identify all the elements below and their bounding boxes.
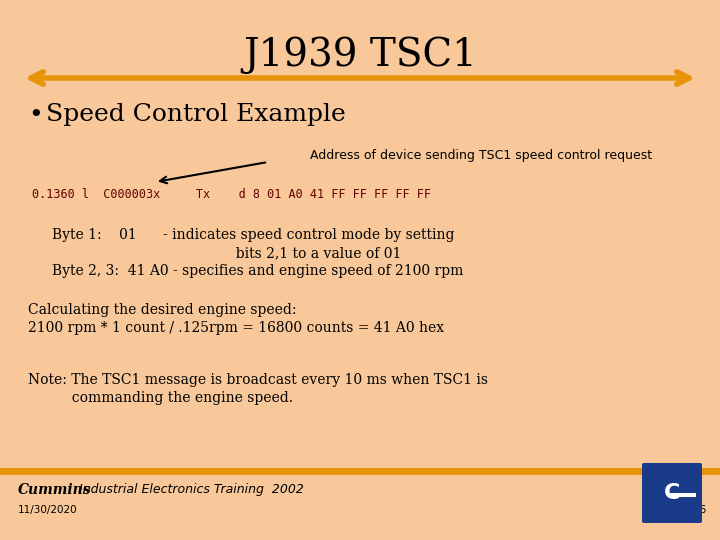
Text: J1939 TSC1: J1939 TSC1 [243,36,477,74]
Text: Byte 1:    01      - indicates speed control mode by setting: Byte 1: 01 - indicates speed control mod… [52,228,454,242]
Text: commanding the engine speed.: commanding the engine speed. [28,391,293,405]
Text: Byte 2, 3:  41 A0 - specifies and engine speed of 2100 rpm: Byte 2, 3: 41 A0 - specifies and engine … [52,264,464,278]
Text: 2100 rpm * 1 count / .125rpm = 16800 counts = 41 A0 hex: 2100 rpm * 1 count / .125rpm = 16800 cou… [28,321,444,335]
Text: Speed Control Example: Speed Control Example [46,104,346,126]
Bar [670,493,696,497]
Text: 11/30/2020: 11/30/2020 [18,505,78,515]
Text: •: • [28,103,42,127]
Text: Address of device sending TSC1 speed control request: Address of device sending TSC1 speed con… [310,148,652,161]
Text: Note: The TSC1 message is broadcast every 10 ms when TSC1 is: Note: The TSC1 message is broadcast ever… [28,373,488,387]
Text: 0.1360 l  C000003x     Tx    d 8 01 A0 41 FF FF FF FF FF: 0.1360 l C000003x Tx d 8 01 A0 41 FF FF … [32,188,431,201]
FancyBboxPatch shape [642,463,702,523]
Text: bits 2,1 to a value of 01: bits 2,1 to a value of 01 [52,246,401,260]
Bar [0,468,720,475]
Text: Cummins: Cummins [18,483,91,497]
Text: Industrial Electronics Training  2002: Industrial Electronics Training 2002 [75,483,304,496]
Text: C: C [664,483,680,503]
Text: 66: 66 [693,505,706,515]
Text: Calculating the desired engine speed:: Calculating the desired engine speed: [28,303,297,317]
